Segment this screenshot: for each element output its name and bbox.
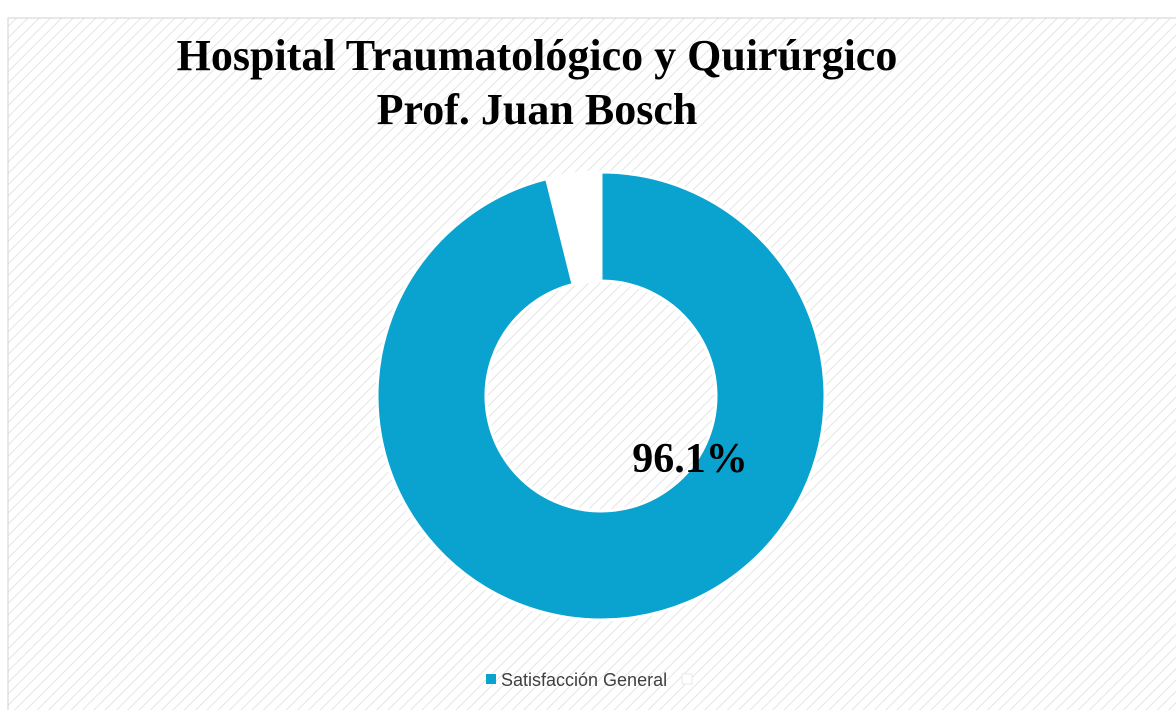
donut-segment — [375, 170, 827, 622]
legend-swatch — [681, 673, 693, 685]
chart-title: Prof. Juan Bosch — [377, 85, 698, 134]
donut-segment — [544, 170, 603, 287]
legend-label: Satisfacción General — [501, 670, 667, 690]
data-label: 96.1% — [632, 436, 748, 482]
chart-title: Hospital Traumatológico y Quirúrgico — [177, 31, 898, 80]
legend-swatch — [486, 674, 496, 684]
